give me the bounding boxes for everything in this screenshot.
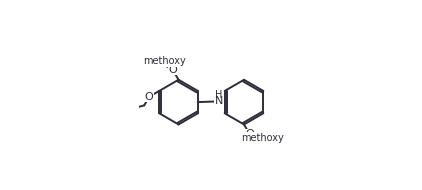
- Text: O: O: [246, 129, 254, 139]
- Text: O: O: [145, 92, 154, 102]
- Text: methoxy: methoxy: [241, 133, 284, 143]
- Text: H: H: [215, 90, 222, 100]
- Text: methoxy: methoxy: [143, 56, 186, 66]
- Text: N: N: [215, 96, 223, 106]
- Text: O: O: [168, 65, 177, 75]
